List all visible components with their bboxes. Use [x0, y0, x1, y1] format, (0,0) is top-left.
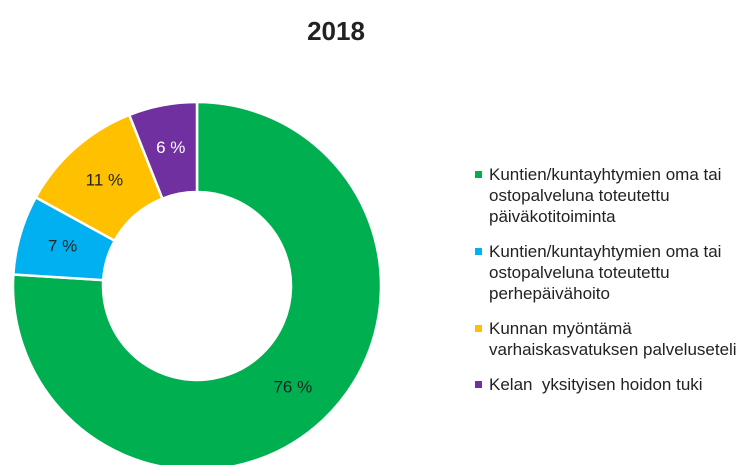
data-label: 76 % — [273, 378, 312, 397]
donut-slice — [127, 100, 199, 201]
legend: Kuntien/kuntayhtymien oma tai ostopalvel… — [470, 164, 752, 409]
legend-label: Kuntien/kuntayhtymien oma tai ostopalvel… — [489, 165, 727, 226]
chart-title: 2018 — [307, 16, 365, 46]
legend-swatch — [475, 381, 482, 388]
legend-swatch — [475, 248, 482, 255]
legend-label: Kunnan myöntämä varhaiskasvatuksen palve… — [489, 319, 737, 359]
data-label: 11 % — [86, 170, 124, 189]
donut-slice — [11, 100, 383, 465]
legend-swatch — [475, 325, 482, 332]
legend-item: Kunnan myöntämä varhaiskasvatuksen palve… — [470, 318, 752, 360]
legend-item: Kuntien/kuntayhtymien oma tai ostopalvel… — [470, 241, 752, 304]
legend-item: Kuntien/kuntayhtymien oma tai ostopalvel… — [470, 164, 752, 227]
data-label: 7 % — [48, 236, 77, 255]
legend-item: Kelan yksityisen hoidon tuki — [470, 374, 752, 395]
legend-label: Kuntien/kuntayhtymien oma tai ostopalvel… — [489, 242, 727, 303]
data-label: 6 % — [156, 138, 185, 157]
legend-swatch — [475, 171, 482, 178]
legend-label: Kelan yksityisen hoidon tuki — [489, 375, 703, 394]
